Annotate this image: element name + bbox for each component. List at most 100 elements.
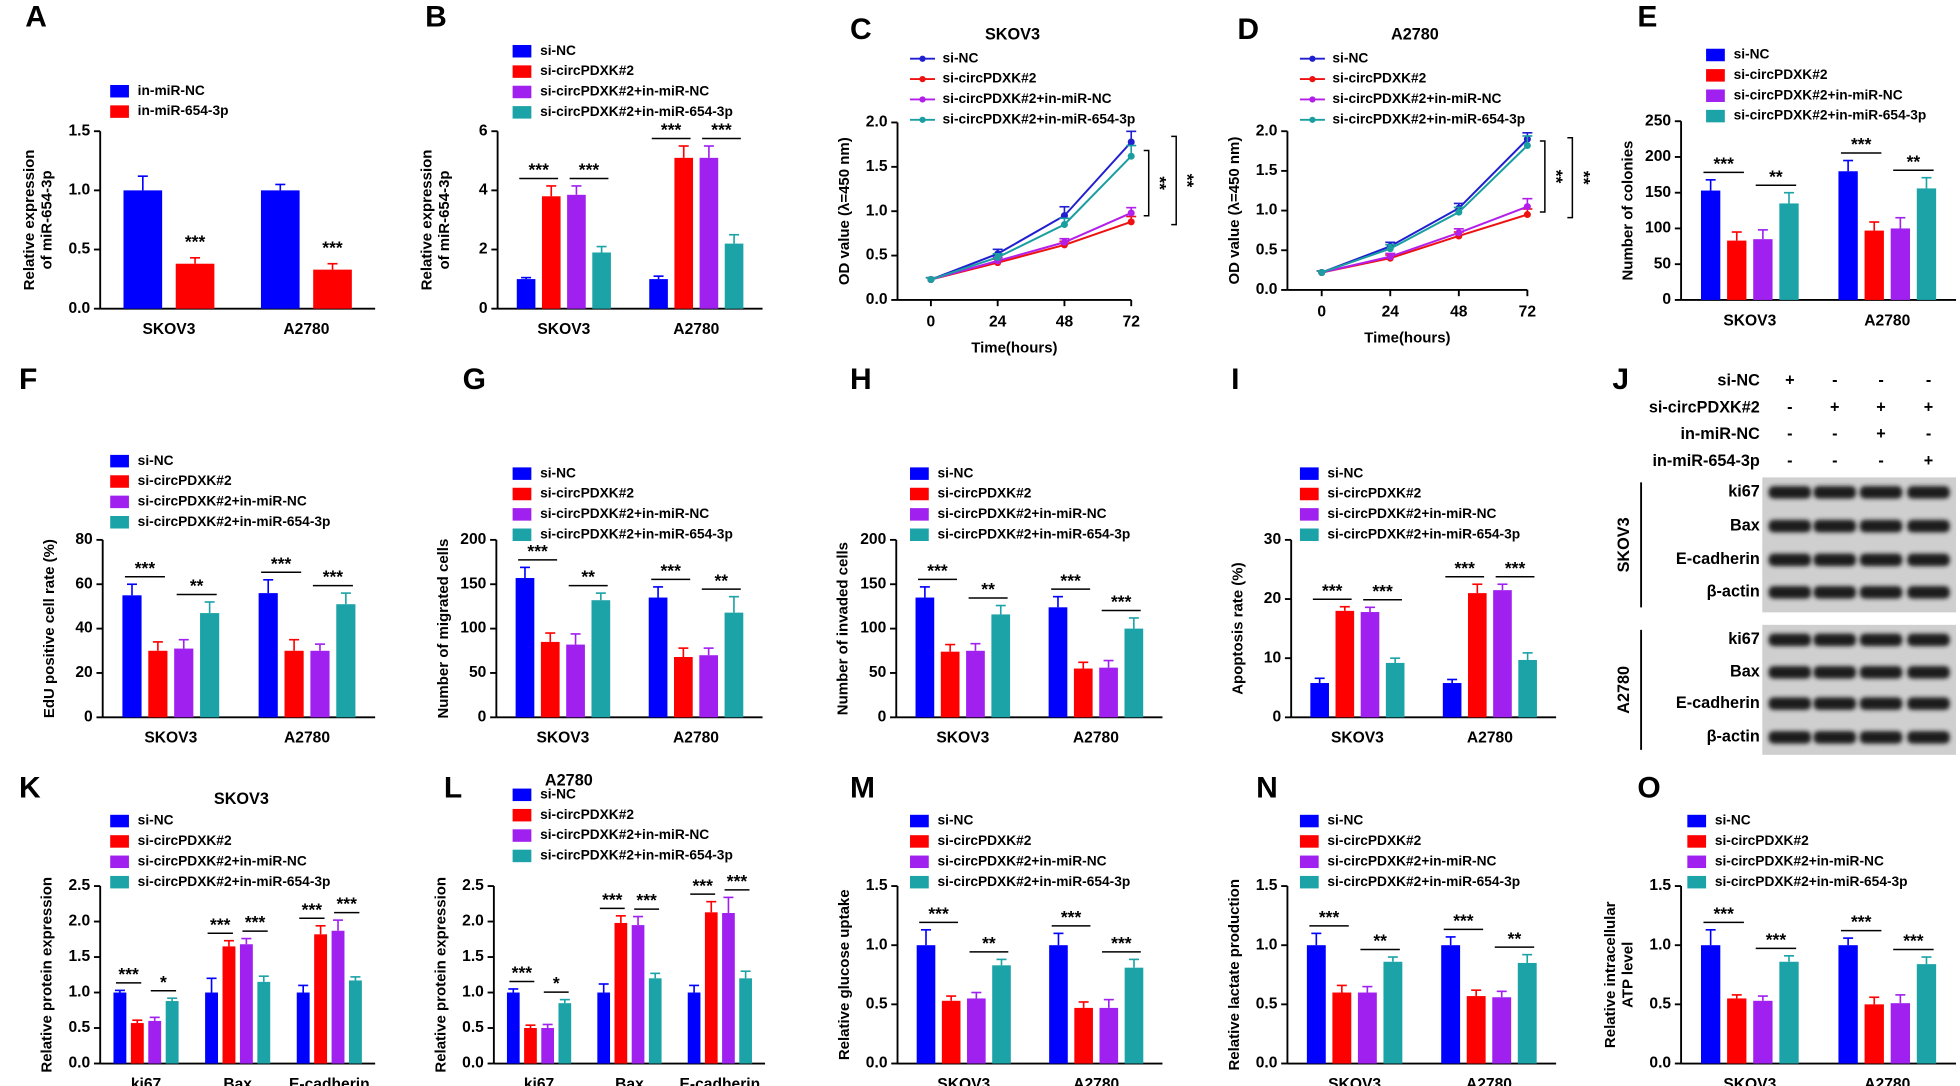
legend-label: si-circPDXK#2+in-miR-654-3p xyxy=(138,874,331,889)
legend-label: si-circPDXK#2+in-miR-654-3p xyxy=(540,848,733,863)
legend-swatch xyxy=(512,528,532,542)
legend-label: si-NC xyxy=(138,813,174,828)
y-tick-label: 0.0 xyxy=(1649,1055,1671,1072)
legend-swatch xyxy=(512,467,532,480)
bar xyxy=(722,913,735,1064)
significance-label: *** xyxy=(692,875,713,895)
y-tick-label: 0 xyxy=(1272,708,1281,725)
legend-swatch xyxy=(1706,89,1725,102)
significance-label: *** xyxy=(661,120,682,140)
legend-label: si-NC xyxy=(1715,813,1751,828)
y-tick-label: 1.0 xyxy=(1256,936,1278,953)
blot-band xyxy=(1768,519,1812,533)
panel-label: M xyxy=(850,772,875,805)
x-tick-label: SKOV3 xyxy=(936,730,989,747)
significance-label: *** xyxy=(579,160,600,180)
y-tick-label: 1.0 xyxy=(69,984,91,1001)
y-tick-label: 60 xyxy=(75,575,93,592)
bar xyxy=(1727,998,1747,1064)
bar xyxy=(941,1000,961,1064)
legend-swatch xyxy=(110,105,129,118)
bar xyxy=(1517,962,1537,1064)
bar xyxy=(1518,659,1537,718)
blot-band xyxy=(1813,519,1857,533)
protein-label: β-actin xyxy=(1707,583,1760,601)
y-tick-label: 0.5 xyxy=(866,995,888,1012)
legend-label: in-miR-654-3p xyxy=(138,103,229,118)
bar xyxy=(331,930,345,1064)
legend-swatch xyxy=(512,508,532,521)
y-tick-label: 2.0 xyxy=(866,114,888,131)
y-tick-label: 0.0 xyxy=(866,1055,888,1072)
condition-sign: - xyxy=(1832,425,1837,443)
point xyxy=(1523,203,1531,211)
legend-label: si-circPDXK#2 xyxy=(1327,486,1421,501)
x-tick-label: 0 xyxy=(1317,304,1326,321)
bar xyxy=(515,578,535,718)
legend-label: si-circPDXK#2 xyxy=(1332,71,1426,86)
blot-band xyxy=(1768,731,1812,744)
bar xyxy=(1492,997,1512,1064)
bar xyxy=(113,992,127,1064)
condition-label: si-NC xyxy=(1717,371,1760,389)
bar xyxy=(1700,945,1721,1064)
bar xyxy=(506,992,520,1064)
legend-swatch xyxy=(1299,528,1319,542)
point xyxy=(994,253,1002,261)
y-tick-label: 1.5 xyxy=(866,158,888,175)
y-tick-label: 2.5 xyxy=(69,877,91,894)
significance-label: *** xyxy=(1319,907,1340,927)
bar xyxy=(567,194,586,309)
significance-label: *** xyxy=(1851,134,1872,154)
chart-title: A2780 xyxy=(545,771,593,789)
legend-label: si-circPDXK#2+in-miR-NC xyxy=(540,827,709,842)
legend-swatch xyxy=(1687,875,1707,889)
bar xyxy=(336,604,356,718)
y-tick-label: 100 xyxy=(860,620,886,637)
bar xyxy=(1753,1000,1773,1064)
bar xyxy=(148,1020,162,1064)
legend-label: si-circPDXK#2+in-miR-NC xyxy=(540,506,709,521)
y-tick-label: 0 xyxy=(878,708,887,725)
y-tick-label: 0.0 xyxy=(69,1055,91,1072)
y-tick-label: 1.0 xyxy=(1256,202,1278,219)
legend-swatch xyxy=(110,84,129,98)
legend-swatch xyxy=(512,788,532,802)
condition-sign: - xyxy=(1787,452,1792,470)
protein-label: ki67 xyxy=(1728,630,1760,648)
bar xyxy=(1099,667,1118,718)
bar xyxy=(648,978,662,1064)
x-tick-label: A2780 xyxy=(1864,1076,1910,1086)
legend-swatch xyxy=(1687,855,1707,869)
bar xyxy=(1493,590,1512,718)
blot-band xyxy=(1813,633,1857,647)
blot-band xyxy=(1768,633,1812,647)
x-tick-label: Bax xyxy=(615,1076,644,1086)
legend-label: si-NC xyxy=(943,50,979,65)
legend-label: si-NC xyxy=(138,453,174,468)
x-tick-label: ki67 xyxy=(524,1076,554,1086)
condition-sign: - xyxy=(1878,371,1883,389)
y-tick-label: 30 xyxy=(1264,531,1282,548)
x-tick-label: 72 xyxy=(1519,304,1537,321)
y-tick-label: 1.0 xyxy=(69,181,91,198)
y-axis-label: Number of colonies xyxy=(1620,141,1637,281)
legend-label: si-circPDXK#2+in-miR-NC xyxy=(943,91,1112,106)
panel-label: O xyxy=(1637,772,1660,805)
legend-swatch xyxy=(1299,855,1319,869)
y-tick-label: 100 xyxy=(1645,220,1671,237)
legend-label: si-circPDXK#2 xyxy=(540,63,634,78)
legend-swatch xyxy=(910,855,929,869)
blot-band xyxy=(1907,633,1950,647)
x-tick-label: SKOV3 xyxy=(536,730,589,747)
y-tick-label: 20 xyxy=(1264,590,1282,607)
x-tick-label: 24 xyxy=(989,314,1007,331)
y-tick-label: 80 xyxy=(75,531,93,548)
bar xyxy=(1360,612,1380,718)
panel-label: J xyxy=(1612,363,1629,396)
bar xyxy=(739,978,752,1064)
bar xyxy=(123,190,163,309)
x-tick-label: 48 xyxy=(1450,304,1468,321)
y-axis-label: Relative expression xyxy=(21,150,38,291)
